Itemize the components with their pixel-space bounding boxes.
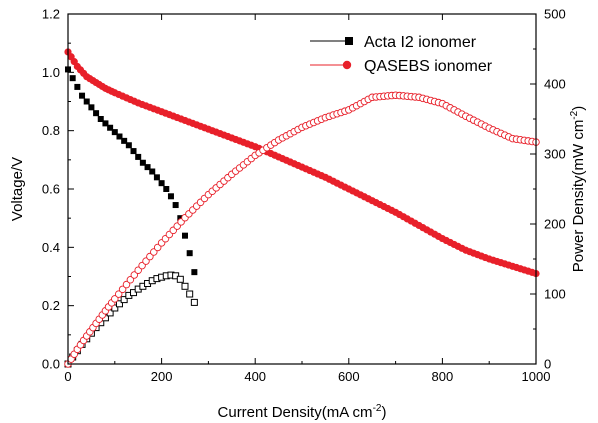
plot-background [68,14,536,364]
data-point [118,285,127,294]
data-point [158,180,165,187]
y2-axis-title-main: Power Density(mW cm [570,120,587,273]
y-axis-title: Voltage/V [9,157,26,221]
data-point [130,148,137,155]
data-point [139,159,146,166]
data-point [107,124,114,131]
data-point [111,129,118,136]
y2-axis-title-end: ) [570,106,587,111]
x-tick-label: 600 [338,369,360,384]
y2-tick-label: 200 [544,217,566,232]
data-point [167,193,174,200]
data-point [144,164,151,171]
y-tick-label: 0.6 [42,182,60,197]
data-point [153,174,160,181]
x-axis-title-sup: -2 [373,403,382,414]
data-point [181,282,189,290]
series-3-power [64,91,540,368]
data-point [186,290,194,298]
data-point [186,250,193,257]
x-axis-title-main: Current Density(mA cm [218,404,373,421]
data-point [172,202,179,209]
y2-axis-title: Power Density(mW cm-2) [569,106,587,272]
legend-marker-acta [345,37,353,45]
x-tick-label: 400 [244,369,266,384]
data-point [79,92,86,99]
legend-marker-qasebs [342,60,352,70]
data-point [191,269,198,276]
legend-label-acta: Acta I2 ionomer [364,34,477,51]
y-tick-label: 0.4 [42,240,60,255]
y2-tick-label: 0 [544,357,551,372]
y2-axis-title-sup: -2 [569,110,580,119]
legend: Acta I2 ionomer QASEBS ionomer [310,34,493,75]
x-tick-label: 0 [64,369,71,384]
x-tick-label: 1000 [522,369,551,384]
y-tick-label: 1.0 [42,65,60,80]
y-tick-label: 0.0 [42,357,60,372]
y-tick-label: 1.2 [42,7,60,22]
axes-layer: 0 200 400 600 800 1000 0.0 0.2 0.4 0.6 0.8 1.0 1.2 0 1… [42,7,566,385]
data-point [69,75,76,82]
data-point [114,290,123,298]
data-point [115,300,123,308]
data-point [135,153,142,160]
x-axis-title-end: ) [381,404,386,421]
data-point [116,133,123,140]
data-point [111,295,119,303]
x-axis-title: Current Density(mA cm-2) [218,403,387,421]
plot-area [68,14,536,364]
data-point [190,298,198,306]
y-tick-label: 0.8 [42,123,60,138]
data-point [97,116,104,122]
x-tick-label: 800 [432,369,454,384]
y2-tick-label: 400 [544,77,566,92]
y2-tick-label: 300 [544,147,566,162]
data-point [74,83,81,90]
data-point [177,215,184,222]
data-point [176,275,184,283]
y-tick-label: 0.2 [42,298,60,313]
data-point [125,142,132,149]
data-point [163,186,170,192]
legend-label-qasebs: QASEBS ionomer [364,58,493,75]
y2-tick-label: 100 [544,287,566,302]
data-point [149,168,156,175]
data-point [122,280,131,289]
y2-tick-label: 500 [544,7,566,22]
data-point [102,120,109,127]
data-point [126,276,135,284]
data-point [182,232,188,239]
data-point [120,296,128,304]
data-point [121,137,128,144]
data-point [83,98,90,105]
data-point [93,110,100,117]
x-tick-label: 200 [151,369,173,384]
data-point [88,104,95,111]
data-point [130,271,139,279]
